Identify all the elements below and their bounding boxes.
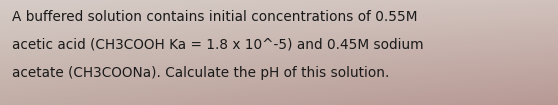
Text: acetate (CH3COONa). Calculate the pH of this solution.: acetate (CH3COONa). Calculate the pH of … bbox=[12, 66, 389, 80]
Text: acetic acid (CH3COOH Ka = 1.8 x 10^-5) and 0.45M sodium: acetic acid (CH3COOH Ka = 1.8 x 10^-5) a… bbox=[12, 38, 424, 52]
Text: A buffered solution contains initial concentrations of 0.55M: A buffered solution contains initial con… bbox=[12, 10, 417, 24]
